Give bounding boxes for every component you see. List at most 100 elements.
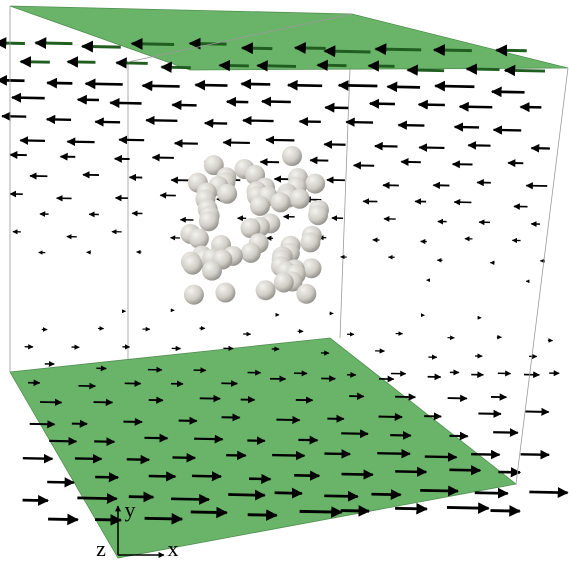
arrow [465,63,500,75]
arrow [240,78,271,90]
arrow [80,40,121,53]
arrow [49,436,78,446]
particle [183,284,204,305]
arrow [316,59,347,72]
bottom-plane [9,337,517,559]
arrow [66,56,96,68]
particle [300,232,321,253]
arrow [492,125,522,135]
arrow [190,506,228,519]
x-axis-label: x [168,536,179,561]
arrow [115,57,148,69]
arrow [386,81,421,93]
particle [301,258,322,279]
arrow [377,448,411,459]
top-plane [9,5,569,71]
arrow [222,138,250,147]
arrow [324,490,359,502]
arrow [406,64,445,76]
arrow [503,64,545,77]
arrow [19,56,50,68]
arrow [11,92,45,103]
arrow [520,449,551,460]
arrow [242,115,274,126]
arrow [194,434,224,444]
arrow [323,45,371,58]
box-front [9,6,569,485]
arrow [286,79,323,91]
axis-triad: y x z [96,497,178,561]
arrow [145,115,178,126]
arrow [294,470,321,481]
arrow [22,494,50,506]
arrow [397,120,425,130]
arrow [340,505,371,517]
arrow [148,471,177,482]
particle [249,195,270,216]
arrow [474,487,509,499]
arrow [446,502,490,514]
arrow [170,493,211,505]
particle [282,146,302,166]
arrow [293,42,326,55]
arrow [0,37,25,50]
arrow [46,77,73,89]
particle [217,183,238,204]
arrow [74,454,103,464]
arrow [337,80,378,91]
arrow [141,80,180,92]
arrow [274,487,303,499]
arrow [160,61,191,73]
particle [240,242,261,263]
arrow [228,489,266,501]
particle [203,155,224,176]
arrow [434,80,475,92]
arrow [66,137,95,147]
arrow [395,466,428,477]
arrow [418,143,445,152]
arrow [341,469,374,480]
arrow [48,513,79,526]
arrow [22,453,54,464]
arrow [495,44,527,57]
arrow [272,450,306,461]
y-axis-label: y [125,497,136,522]
arrow [324,449,352,459]
arrow [367,60,395,72]
arrow [247,509,278,521]
arrow [95,514,123,526]
arrow [256,60,297,72]
z-axis-label: z [96,536,106,561]
particle [215,282,236,303]
particle [296,283,317,304]
arrow [240,42,273,55]
particle [289,188,310,209]
particle [182,254,203,275]
arrow [188,37,227,50]
arrow [529,487,569,498]
arrow [34,37,73,50]
arrow [0,74,25,86]
arrow [260,96,291,107]
arrow [194,79,228,91]
arrow [47,477,75,488]
particle [255,280,276,301]
arrow [458,101,493,112]
particle [273,272,294,293]
arrow [490,505,521,517]
arrow [395,502,428,515]
arrow [432,44,472,57]
particle [188,228,209,249]
arrow [420,485,460,497]
arrow [449,465,482,476]
particle [305,173,326,194]
arrow [130,37,175,50]
arrow [345,117,374,127]
arrow [424,452,458,462]
arrow [77,493,118,504]
arrow [299,506,343,518]
particle [270,192,291,213]
arrow [265,135,295,145]
velocity-arrows [0,37,569,526]
